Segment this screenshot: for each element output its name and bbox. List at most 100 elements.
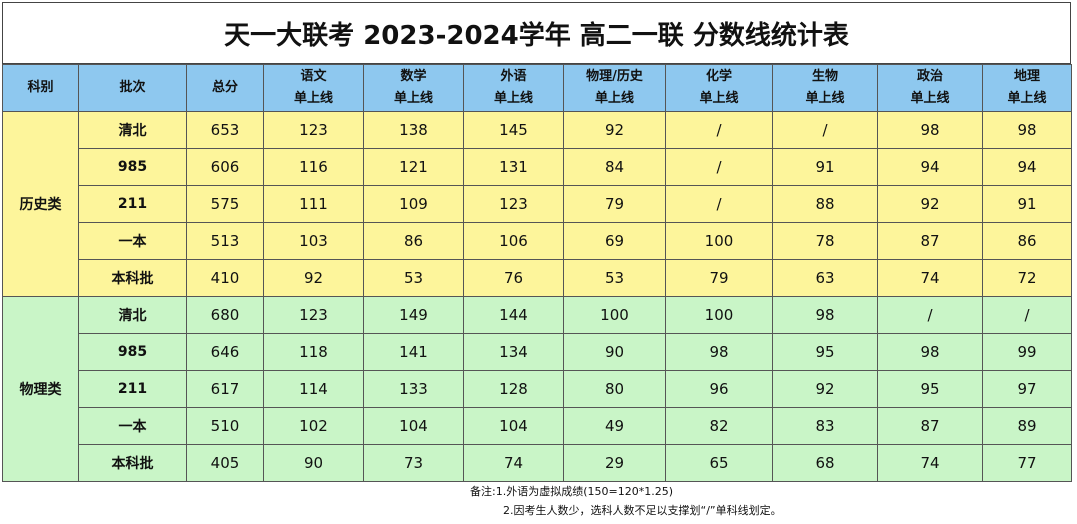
page-title: 天一大联考 2023-2024学年 高二一联 分数线统计表: [2, 2, 1071, 64]
math-cell: 73: [363, 444, 464, 482]
note-line-1: 备注:1.外语为虚拟成绩(150=120*1.25): [470, 485, 673, 498]
header-phys-hist: 物理/历史 单上线: [563, 64, 666, 112]
geo-cell: /: [982, 296, 1072, 334]
geo-cell: 89: [982, 407, 1072, 445]
header-batch: 批次: [78, 64, 187, 112]
total-cell: 575: [186, 185, 264, 223]
math-cell: 53: [363, 259, 464, 297]
subject-cell-physics: 物理类: [2, 296, 79, 482]
politics-cell: 98: [877, 111, 983, 149]
geo-cell: 99: [982, 333, 1072, 371]
batch-cell: 本科批: [78, 259, 187, 297]
bio-cell: 98: [772, 296, 878, 334]
geo-cell: 94: [982, 148, 1072, 186]
foreign-cell: 123: [463, 185, 564, 223]
header-total: 总分: [186, 64, 264, 112]
total-cell: 606: [186, 148, 264, 186]
geo-cell: 72: [982, 259, 1072, 297]
table-row: 985 646 118 141 134 90 98 95 98 99: [3, 333, 1072, 371]
foreign-cell: 144: [463, 296, 564, 334]
table-row: 物理类 清北 680 123 149 144 100 100 98 / /: [2, 296, 1072, 482]
total-cell: 405: [186, 444, 264, 482]
phys-hist-cell: 84: [563, 148, 666, 186]
total-cell: 510: [186, 407, 264, 445]
phys-hist-cell: 100: [563, 296, 666, 334]
foreign-cell: 74: [463, 444, 564, 482]
chinese-cell: 123: [263, 296, 364, 334]
bio-cell: 63: [772, 259, 878, 297]
bio-cell: 92: [772, 370, 878, 408]
foreign-cell: 128: [463, 370, 564, 408]
foreign-cell: 145: [463, 111, 564, 149]
header-chem: 化学 单上线: [665, 64, 773, 112]
table-row: 211 575 111 109 123 79 / 88 92 91: [3, 185, 1072, 223]
notes: 备注:1.外语为虚拟成绩(150=120*1.25) 2.因考生人数少，选科人数…: [470, 482, 782, 520]
geo-cell: 91: [982, 185, 1072, 223]
phys-hist-cell: 92: [563, 111, 666, 149]
batch-cell: 211: [78, 185, 187, 223]
phys-hist-cell: 53: [563, 259, 666, 297]
chem-cell: /: [665, 185, 773, 223]
chinese-cell: 114: [263, 370, 364, 408]
chem-cell: 98: [665, 333, 773, 371]
chem-cell: 82: [665, 407, 773, 445]
batch-cell: 985: [78, 333, 187, 371]
foreign-cell: 76: [463, 259, 564, 297]
politics-cell: 98: [877, 333, 983, 371]
politics-cell: 95: [877, 370, 983, 408]
geo-cell: 86: [982, 222, 1072, 260]
politics-cell: /: [877, 296, 983, 334]
math-cell: 86: [363, 222, 464, 260]
chinese-cell: 118: [263, 333, 364, 371]
politics-cell: 94: [877, 148, 983, 186]
table-row: 211 617 114 133 128 80 96 92 95 97: [3, 370, 1072, 408]
bio-cell: 91: [772, 148, 878, 186]
math-cell: 104: [363, 407, 464, 445]
politics-cell: 87: [877, 407, 983, 445]
batch-cell: 一本: [78, 222, 187, 260]
chinese-cell: 102: [263, 407, 364, 445]
phys-hist-cell: 49: [563, 407, 666, 445]
chem-cell: 100: [665, 296, 773, 334]
total-cell: 653: [186, 111, 264, 149]
politics-cell: 74: [877, 444, 983, 482]
header-politics: 政治 单上线: [877, 64, 983, 112]
phys-hist-cell: 69: [563, 222, 666, 260]
phys-hist-cell: 80: [563, 370, 666, 408]
total-cell: 680: [186, 296, 264, 334]
foreign-cell: 134: [463, 333, 564, 371]
chinese-cell: 111: [263, 185, 364, 223]
note-line-2: 2.因考生人数少，选科人数不足以支撑划“/”单科线划定。: [503, 504, 782, 517]
bio-cell: 83: [772, 407, 878, 445]
total-cell: 513: [186, 222, 264, 260]
chem-cell: 79: [665, 259, 773, 297]
math-cell: 121: [363, 148, 464, 186]
header-chinese: 语文 单上线: [263, 64, 364, 112]
math-cell: 141: [363, 333, 464, 371]
header-bio: 生物 单上线: [772, 64, 878, 112]
batch-cell: 985: [78, 148, 187, 186]
geo-cell: 98: [982, 111, 1072, 149]
math-cell: 133: [363, 370, 464, 408]
header-foreign: 外语 单上线: [463, 64, 564, 112]
phys-hist-cell: 90: [563, 333, 666, 371]
batch-cell: 本科批: [78, 444, 187, 482]
table-row: 本科批 405 90 73 74 29 65 68 74 77: [3, 444, 1072, 482]
table-row: 本科批 410 92 53 76 53 79 63 74 72: [3, 259, 1072, 297]
bio-cell: /: [772, 111, 878, 149]
header-row: 科别 批次 总分 语文 单上线 数学 单上线 外语 单上线 物理/历史 单上线 化学 单上…: [2, 64, 1072, 112]
chem-cell: 96: [665, 370, 773, 408]
politics-cell: 74: [877, 259, 983, 297]
bio-cell: 78: [772, 222, 878, 260]
chinese-cell: 123: [263, 111, 364, 149]
batch-cell: 211: [78, 370, 187, 408]
batch-cell: 清北: [78, 111, 187, 149]
batch-cell: 清北: [78, 296, 187, 334]
total-cell: 410: [186, 259, 264, 297]
table-row: 历史类 清北 653 123 138 145 92 / / 98 98: [2, 111, 1072, 297]
chem-cell: 100: [665, 222, 773, 260]
math-cell: 149: [363, 296, 464, 334]
chem-cell: /: [665, 148, 773, 186]
subject-cell-history: 历史类: [2, 111, 79, 297]
header-math: 数学 单上线: [363, 64, 464, 112]
